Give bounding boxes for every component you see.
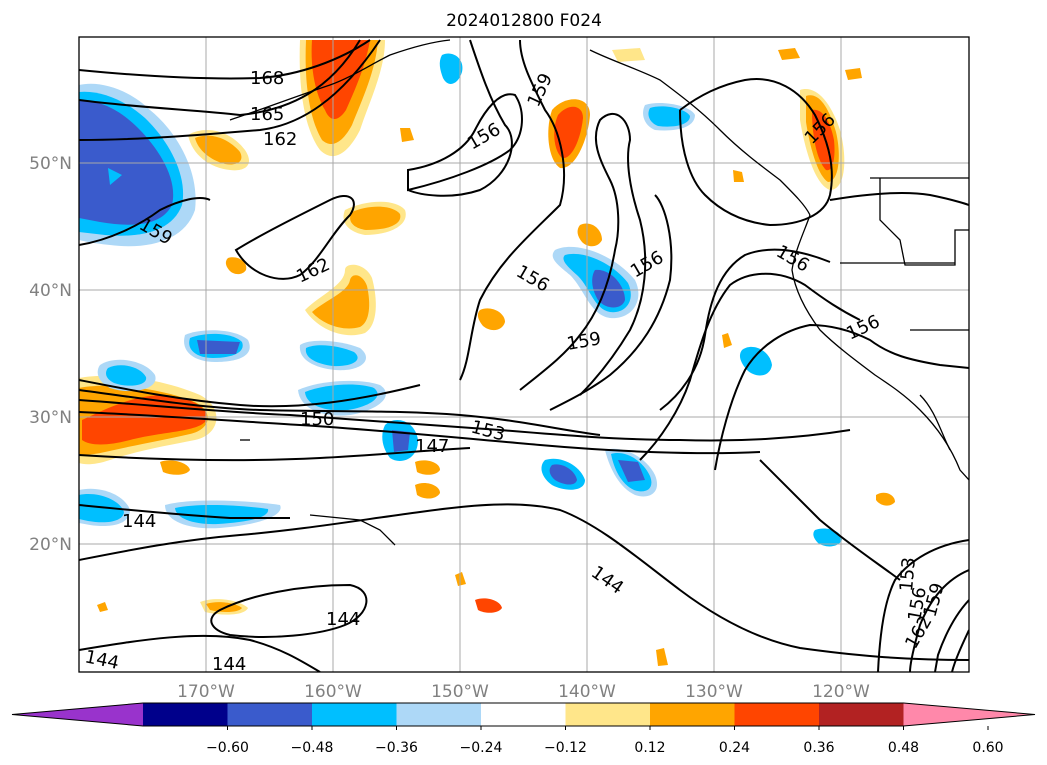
lat-label: 50°N xyxy=(29,154,72,174)
negative-anomaly-region xyxy=(392,430,410,452)
positive-anomaly-region xyxy=(733,170,744,182)
positive-anomaly-region xyxy=(312,275,370,329)
positive-anomaly-region xyxy=(400,128,414,142)
colorbar-segment xyxy=(650,703,735,726)
colorbar-tick-label: −0.12 xyxy=(544,740,587,756)
lon-label: 120°W xyxy=(812,682,870,702)
gridlines xyxy=(79,37,969,672)
colorbar-extend-high xyxy=(903,703,1035,726)
colorbar-segment xyxy=(819,703,904,726)
contour-label: 144 xyxy=(212,654,246,675)
colorbar-segment xyxy=(227,703,313,726)
contour-label: 168 xyxy=(250,68,284,89)
positive-anomaly-region xyxy=(195,135,242,165)
positive-anomaly-region xyxy=(876,492,895,506)
contour-label: 162 xyxy=(263,129,297,150)
negative-anomaly-region xyxy=(108,168,122,185)
colorbar-tick-label: −0.24 xyxy=(460,740,503,756)
colorbar-tick-label: 0.36 xyxy=(803,740,834,756)
negative-anomaly-region xyxy=(106,365,147,386)
coastlines xyxy=(229,39,969,546)
colorbar-tick-label: −0.48 xyxy=(291,740,334,756)
positive-anomaly-region xyxy=(97,602,108,612)
contour-label: 165 xyxy=(250,104,284,125)
colorbar-tick-label: −0.36 xyxy=(375,740,418,756)
colorbar-segment xyxy=(312,703,397,726)
contour-label: 144 xyxy=(326,609,360,630)
map-title: 2024012800 F024 xyxy=(446,11,602,31)
map-frame xyxy=(78,36,970,673)
negative-anomaly-region xyxy=(197,340,240,354)
negative-anomaly-region xyxy=(618,460,645,482)
colorbar-tick-label: 0.12 xyxy=(634,740,665,756)
colorbar-tick-label: 0.48 xyxy=(888,740,919,756)
positive-anomaly-region xyxy=(160,460,190,475)
colorbar-tick-label: 0.24 xyxy=(719,740,750,756)
colorbar-outline xyxy=(11,702,1036,727)
positive-anomaly-region xyxy=(415,482,440,499)
positive-anomaly-region xyxy=(311,40,370,119)
colorbar-segment xyxy=(143,703,228,726)
contour-label: 150 xyxy=(300,409,334,430)
colorbar-tick-label: 0.60 xyxy=(972,740,1003,756)
colorbar-segment xyxy=(481,703,566,726)
positive-anomaly-region xyxy=(722,333,732,348)
positive-anomaly-region xyxy=(477,308,505,331)
contour-label: 144 xyxy=(122,511,156,532)
positive-anomaly-region xyxy=(656,648,668,666)
colorbar-segment xyxy=(396,703,482,726)
positive-anomaly-region xyxy=(350,206,401,230)
negative-anomaly-region xyxy=(592,269,625,308)
positive-anomaly-region xyxy=(612,48,645,62)
positive-anomaly-region xyxy=(475,598,502,613)
lat-label: 20°N xyxy=(29,535,72,555)
lon-label: 160°W xyxy=(304,682,362,702)
negative-anomaly-region xyxy=(175,505,269,525)
colorbar-segment xyxy=(734,703,820,726)
colorbar-extend-low xyxy=(12,703,143,726)
contour-label: 153 xyxy=(896,556,920,592)
colorbar: −0.60 −0.48 −0.36 −0.24 −0.12 0.12 0.24 0.36 0.4… xyxy=(11,702,1036,756)
positive-anomaly-region xyxy=(845,68,862,80)
positive-anomaly-region xyxy=(778,48,800,60)
negative-anomaly-region xyxy=(439,53,463,84)
map-area: 168 165 162 159 162 156 159 156 159 156 … xyxy=(78,36,970,675)
lat-label: 40°N xyxy=(29,281,72,301)
negative-anomaly-region xyxy=(305,345,358,367)
positive-anomaly-region xyxy=(577,223,602,247)
colorbar-tick-label: −0.60 xyxy=(206,740,249,756)
longitude-labels: 170°W 160°W 150°W 140°W 130°W 120°W xyxy=(177,682,870,702)
lon-label: 170°W xyxy=(177,682,235,702)
positive-anomaly-region xyxy=(415,460,440,475)
lon-label: 150°W xyxy=(431,682,489,702)
contour-label: 147 xyxy=(415,436,449,457)
positive-anomaly-region xyxy=(225,257,247,275)
latitude-labels: 50°N 40°N 30°N 20°N xyxy=(29,154,72,555)
negative-anomaly-region xyxy=(739,346,772,376)
negative-anomaly-region xyxy=(549,464,577,485)
lon-label: 130°W xyxy=(685,682,743,702)
height-contours xyxy=(79,39,969,672)
lon-label: 140°W xyxy=(558,682,616,702)
colorbar-segment xyxy=(565,703,651,726)
lat-label: 30°N xyxy=(29,408,72,428)
negative-anomaly-region xyxy=(79,100,174,225)
